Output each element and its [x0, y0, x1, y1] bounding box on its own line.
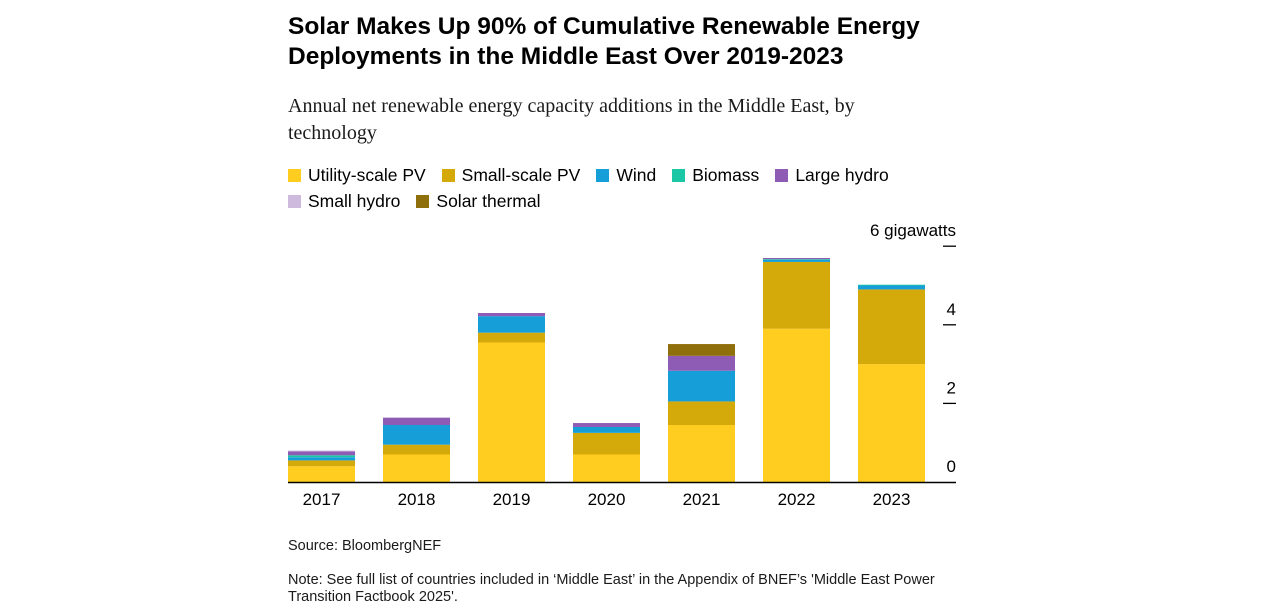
bar-2017-large-hydro: [288, 451, 355, 456]
bar-2020-wind: [573, 426, 640, 433]
legend-item-utility-scale-pv: Utility-scale PV: [288, 164, 426, 186]
x-tick-label: 2018: [398, 490, 436, 509]
legend-swatch-biomass: [672, 168, 686, 182]
bar-2018-small-scale-pv: [383, 444, 450, 455]
bar-2018-wind: [383, 425, 450, 445]
bar-2022-utility-scale-pv: [763, 328, 830, 482]
legend-item-solar-thermal: Solar thermal: [416, 190, 540, 212]
bar-2023-wind: [858, 285, 925, 290]
bar-2022-biomass: [763, 259, 830, 260]
x-tick-label: 2021: [683, 490, 721, 509]
legend-swatch-wind: [596, 168, 610, 182]
bar-2023-biomass: [858, 284, 925, 286]
legend-item-small-scale-pv: Small-scale PV: [441, 164, 581, 186]
bar-2017-small-scale-pv: [288, 460, 355, 467]
bar-2019-utility-scale-pv: [478, 342, 545, 482]
legend-label: Utility-scale PV: [308, 164, 426, 185]
footnote: Note: See full list of countries include…: [288, 572, 935, 605]
legend-label: Biomass: [692, 164, 760, 185]
bar-2020-large-hydro: [573, 423, 640, 427]
legend-item-small-hydro: Small hydro: [288, 190, 400, 212]
bar-2018-large-hydro: [383, 417, 450, 426]
bar-2021-large-hydro: [668, 355, 735, 371]
y-tick-label: 6 gigawatts: [870, 221, 956, 240]
bar-2018-small-hydro: [383, 417, 450, 418]
legend-label: Large hydro: [795, 164, 889, 185]
bar-2023-small-scale-pv: [858, 289, 925, 365]
chart-subtitle: Annual net renewable energy capacity add…: [288, 95, 855, 144]
y-tick-label: 0: [947, 457, 956, 476]
bar-2017-utility-scale-pv: [288, 466, 355, 482]
x-tick-label: 2017: [303, 490, 341, 509]
legend-swatch-utility-scale-pv: [288, 168, 301, 182]
bar-2022-wind: [763, 259, 830, 262]
legend-label: Solar thermal: [436, 190, 541, 211]
bar-2020-small-scale-pv: [573, 432, 640, 455]
legend-label: Small hydro: [308, 190, 401, 211]
bar-2019-large-hydro: [478, 313, 545, 317]
x-tick-label: 2019: [493, 490, 531, 509]
bar-2022-large-hydro: [763, 257, 830, 260]
legend-swatch-small-hydro: [288, 194, 301, 208]
bar-2017-wind: [288, 457, 355, 461]
chart-title: Solar Makes Up 90% of Cumulative Renewab…: [288, 13, 920, 70]
legend-label: Wind: [616, 164, 657, 185]
x-tick-label: 2020: [588, 490, 626, 509]
legend-item-wind: Wind: [596, 164, 656, 186]
legend: Utility-scale PV Small-scale PV Wind Biomas…: [288, 164, 928, 212]
bar-2021-wind: [668, 370, 735, 402]
bar-2021-small-scale-pv: [668, 401, 735, 426]
x-tick-label: 2022: [778, 490, 816, 509]
bar-2020-utility-scale-pv: [573, 454, 640, 482]
source-note: Source: BloombergNEF: [288, 538, 442, 554]
stacked-bar-chart: 2017 2018 2019 2020 2021 2022 2023 0 2 4 6 gigawat…: [288, 221, 956, 509]
y-tick-label: 4: [947, 300, 956, 319]
bar-2019-wind: [478, 316, 545, 333]
bar-2019-small-scale-pv: [478, 332, 545, 343]
legend-label: Small-scale PV: [461, 164, 581, 185]
bar-2023-utility-scale-pv: [858, 364, 925, 482]
bar-2021-utility-scale-pv: [668, 425, 735, 482]
bar-2021-solar-thermal: [668, 344, 735, 356]
legend-swatch-solar-thermal: [416, 194, 430, 208]
bar-2017-small-hydro: [288, 450, 355, 452]
bar-2017-biomass: [288, 455, 355, 458]
x-tick-label: 2023: [873, 490, 911, 509]
bar-2022-small-scale-pv: [763, 261, 830, 329]
legend-swatch-large-hydro: [775, 168, 789, 182]
y-tick-label: 2: [947, 378, 956, 397]
legend-item-large-hydro: Large hydro: [775, 164, 889, 186]
legend-swatch-small-scale-pv: [441, 168, 455, 182]
bar-2018-utility-scale-pv: [383, 454, 450, 482]
legend-item-biomass: Biomass: [672, 164, 759, 186]
